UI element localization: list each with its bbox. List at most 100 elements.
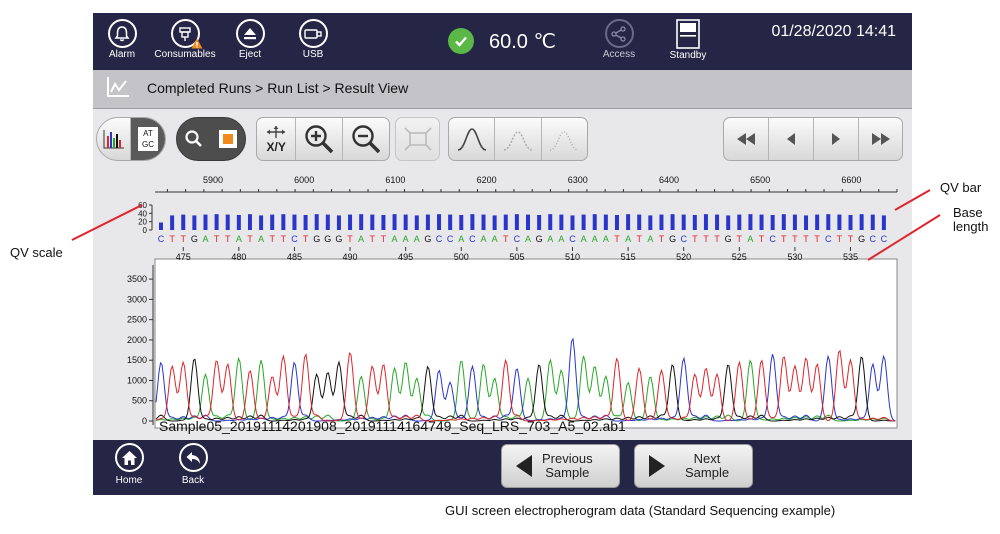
peak-curve-icon: [457, 128, 486, 151]
qv-bar: [848, 215, 853, 230]
trace-C-line: [155, 337, 896, 422]
base-position-label: 535: [843, 252, 858, 262]
base-call-letter: T: [792, 234, 798, 244]
warning-icon: [191, 38, 202, 49]
top-status-bar: Alarm Consumables Eject USB 60.0 ℃: [93, 13, 912, 70]
base-call-letter: G: [424, 234, 431, 244]
access-button[interactable]: Access: [593, 19, 645, 60]
base-call-letter: T: [659, 234, 665, 244]
y-axis-tick-label: 1500: [127, 355, 147, 365]
qv-bar: [292, 214, 297, 230]
qv-scale-annotation: QV scale: [10, 245, 63, 260]
base-call-letter: T: [225, 234, 231, 244]
qv-bar: [637, 214, 642, 230]
top-axis-tick-label: 6000: [294, 175, 314, 185]
date-time: 01/28/2020 14:41: [771, 23, 896, 40]
qv-bar: [414, 215, 419, 230]
base-call-letter: A: [625, 234, 631, 244]
y-axis-tick-label: 500: [132, 396, 147, 406]
previous-triangle-icon: [516, 455, 532, 477]
jump-start-button[interactable]: [724, 118, 769, 160]
qv-bar: [392, 214, 397, 230]
standby-button[interactable]: Standby: [662, 19, 714, 61]
base-call-letter: T: [703, 234, 709, 244]
qv-bar: [626, 214, 631, 230]
breadcrumb[interactable]: Completed Runs > Run List > Result View: [147, 80, 409, 96]
double-left-arrow-icon: [737, 133, 755, 145]
qv-bar: [581, 214, 586, 230]
qv-bar: [570, 215, 575, 230]
alarm-button[interactable]: Alarm: [96, 19, 148, 60]
top-axis-tick-label: 6600: [841, 175, 861, 185]
next-label-line1: Next: [693, 451, 721, 466]
jump-end-button[interactable]: [859, 118, 902, 160]
base-position-label: 515: [621, 252, 636, 262]
zoom-out-button[interactable]: [343, 118, 389, 160]
base-call-letter: A: [525, 234, 531, 244]
base-position-label: 525: [732, 252, 747, 262]
right-arrow-icon: [832, 133, 840, 145]
axis-toggle-button[interactable]: X/Y: [257, 118, 297, 160]
qv-bar: [370, 214, 375, 230]
peak-shape-1-button[interactable]: [449, 118, 496, 160]
figure-caption: GUI screen electropherogram data (Standa…: [445, 503, 836, 518]
back-button[interactable]: Back: [168, 443, 218, 486]
base-call-letter: A: [358, 234, 364, 244]
base-call-letter: T: [347, 234, 353, 244]
qv-bar: [603, 214, 608, 230]
base-position-label: 520: [676, 252, 691, 262]
select-tool-button[interactable]: [211, 118, 245, 160]
base-call-letter: A: [236, 234, 242, 244]
zoom-tool-button[interactable]: [177, 118, 211, 160]
step-right-button[interactable]: [814, 118, 859, 160]
qv-bar: [236, 215, 241, 230]
qv-bar: [437, 214, 442, 230]
base-call-letter: C: [158, 234, 165, 244]
peak-shape-3-button[interactable]: [542, 118, 587, 160]
step-left-button[interactable]: [769, 118, 814, 160]
electropherogram-view-button[interactable]: [97, 118, 132, 160]
eject-label: Eject: [238, 49, 262, 60]
base-call-letter: G: [335, 234, 342, 244]
peak-curve-dotted-icon: [550, 131, 579, 151]
peak-shape-2-button[interactable]: [495, 118, 542, 160]
y-axis-tick-label: 2500: [127, 315, 147, 325]
left-arrow-icon: [787, 133, 795, 145]
view-toggle[interactable]: AT GC: [96, 117, 166, 161]
double-right-arrow-icon: [871, 133, 890, 145]
sample-filename: Sample05_20191114201908_20191114164749_S…: [159, 418, 626, 434]
qv-bar: [214, 214, 219, 230]
qv-bar: [170, 215, 175, 230]
base-call-letter: G: [858, 234, 865, 244]
previous-sample-button[interactable]: Previous Sample: [501, 444, 620, 488]
axis-toggle-label: X/Y: [266, 139, 286, 154]
base-length-leader: [867, 214, 941, 261]
qv-bar: [881, 215, 886, 230]
usb-button[interactable]: USB: [287, 19, 339, 60]
access-label: Access: [602, 49, 636, 60]
base-call-letter: A: [202, 234, 208, 244]
back-label: Back: [181, 475, 205, 486]
usb-icon: [298, 19, 328, 48]
consumables-button[interactable]: Consumables: [150, 19, 220, 60]
qv-bar: [425, 214, 430, 230]
base-call-letter: A: [414, 234, 420, 244]
home-button[interactable]: Home: [104, 443, 154, 486]
fit-view-button[interactable]: [395, 117, 440, 161]
eject-button[interactable]: Eject: [224, 19, 276, 60]
electropherogram-chart[interactable]: 5900 6000 6100 6200 6300 6400 6500 6600 6040200…: [93, 175, 912, 435]
base-call-view-button[interactable]: AT GC: [131, 118, 165, 160]
next-sample-button[interactable]: Next Sample: [634, 444, 753, 488]
tool-toggle[interactable]: [176, 117, 246, 161]
zoom-in-button[interactable]: [296, 118, 343, 160]
qv-bar: [203, 214, 208, 230]
base-call-letter: C: [291, 234, 298, 244]
qv-bar: [592, 214, 597, 230]
instrument-screen: Alarm Consumables Eject USB 60.0 ℃: [93, 13, 912, 495]
qv-scale-label: 40: [138, 209, 147, 218]
home-label: Home: [115, 475, 143, 486]
qv-bar: [826, 214, 831, 230]
base-call-letter: G: [669, 234, 676, 244]
consumables-label: Consumables: [154, 49, 216, 60]
